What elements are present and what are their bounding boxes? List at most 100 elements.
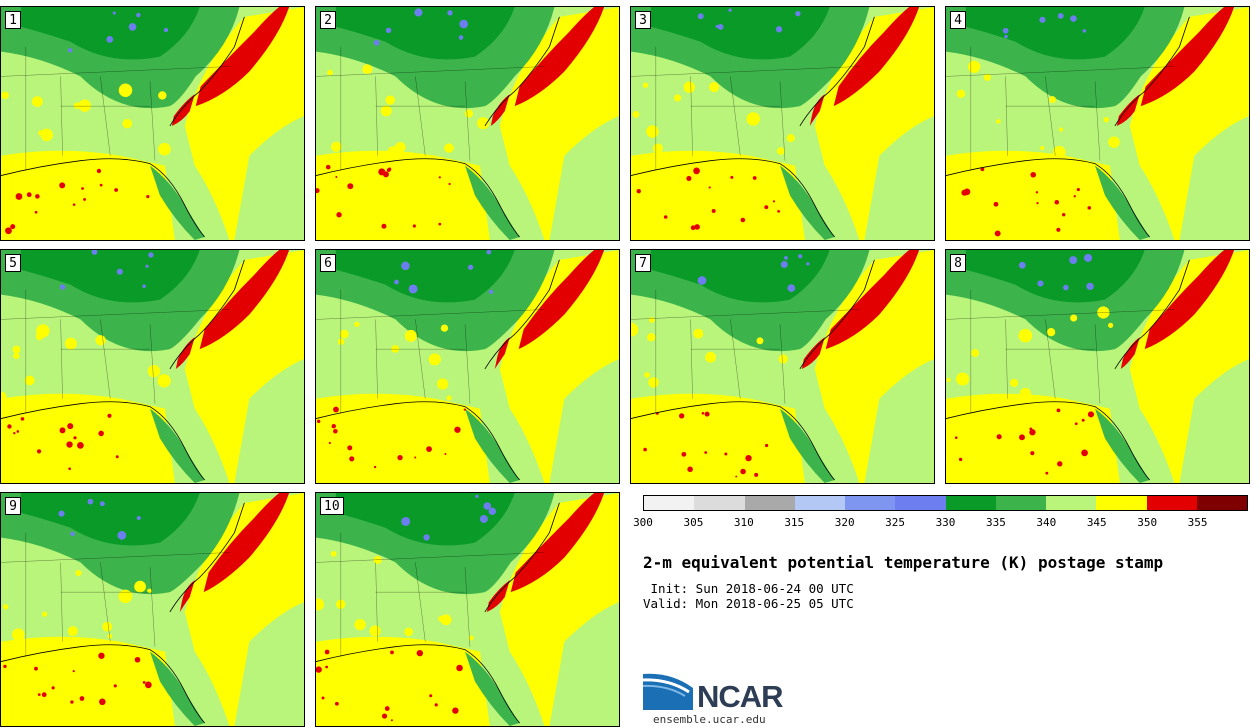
red-blob (316, 419, 321, 424)
yellow-blob (118, 589, 133, 604)
yellow-blob (786, 134, 795, 143)
yellow-blob (756, 337, 764, 345)
yellow-blob (1059, 127, 1064, 132)
yellow-blob (354, 321, 360, 328)
gulf-region (631, 393, 805, 483)
valid-time: Valid: Mon 2018-06-25 05 UTC (643, 596, 854, 611)
blue-blob (798, 254, 803, 259)
map-field (1, 250, 304, 483)
yellow-blob (157, 374, 171, 388)
site-url[interactable]: ensemble.ucar.edu (653, 713, 766, 726)
red-plume (199, 250, 290, 350)
offshore-region (549, 359, 619, 483)
yellow-blob (2, 604, 9, 610)
red-blob (390, 650, 394, 655)
state-borders (946, 46, 1175, 171)
yellow-blob (683, 81, 695, 93)
blue-blob (423, 534, 430, 541)
yellow-blob (429, 360, 435, 365)
yellow-blob (362, 64, 373, 75)
yellow-blob (444, 143, 454, 153)
blue-blob (87, 498, 94, 505)
map-field (631, 250, 934, 483)
red-blob (1056, 408, 1061, 413)
red-blob (1081, 449, 1088, 457)
red-blob (434, 703, 438, 707)
red-blob (325, 665, 329, 669)
yellow-blob (1, 391, 7, 402)
red-blob (333, 428, 338, 434)
colorbar-tick-label: 330 (935, 516, 956, 529)
red-blob (996, 434, 1002, 440)
gulf-region (946, 393, 1120, 483)
offshore-region (864, 359, 934, 483)
yellow-blob (996, 119, 1001, 124)
red-blob (1019, 434, 1025, 441)
red-blob (752, 176, 757, 180)
red-blob (704, 411, 710, 417)
red-blob (740, 468, 746, 475)
colorbar-tick-label: 350 (1137, 516, 1158, 529)
red-blob (701, 412, 705, 415)
yellow-blob (158, 91, 167, 100)
blue-blob (385, 27, 392, 33)
yellow-blob (446, 395, 452, 401)
yellow-blob (468, 635, 474, 641)
yellow-blob (1049, 96, 1056, 104)
map-field (946, 250, 1249, 483)
stamp-panel-5: 5 (0, 249, 305, 484)
red-blob (1030, 171, 1037, 178)
dark-green-region (20, 250, 200, 303)
red-blob (1074, 422, 1078, 426)
red-coast-patch (1120, 337, 1140, 369)
yellow-blob (36, 324, 50, 338)
coastline (1, 502, 245, 724)
blue-blob (128, 23, 137, 31)
yellow-blob (1, 91, 9, 100)
stamp-panel-4: 4 (945, 6, 1250, 241)
red-blob (349, 456, 355, 462)
yellow-blob (983, 73, 992, 81)
blue-blob (373, 39, 380, 46)
gulf-region (1, 150, 175, 240)
offshore-region (864, 116, 934, 240)
blue-blob (414, 8, 423, 17)
blue-blob (483, 502, 492, 510)
yellow-blob (693, 328, 704, 339)
red-blob (958, 457, 963, 462)
stamp-panel-1: 1 (0, 6, 305, 241)
yellow-blob (1046, 328, 1056, 337)
stamp-panel-9: 9 (0, 492, 305, 727)
coastline (316, 502, 560, 724)
red-blob (98, 430, 104, 437)
blue-blob (148, 252, 154, 258)
colorbar-tick-label: 315 (784, 516, 805, 529)
red-blob (384, 706, 390, 711)
red-blob (429, 694, 433, 698)
red-blob (730, 175, 734, 179)
red-blob (59, 182, 66, 189)
state-borders (1, 46, 230, 171)
state-borders (631, 46, 860, 171)
red-blob (15, 193, 23, 200)
colorbar-swatch (845, 496, 896, 510)
colorbar-swatch (1146, 496, 1197, 510)
offshore-region (234, 602, 304, 726)
red-blob (980, 167, 985, 172)
red-coast-patch (171, 94, 195, 126)
colorbar-tick-label: 340 (1036, 516, 1057, 529)
red-plume (1140, 7, 1235, 107)
red-blob (76, 441, 84, 449)
map-field (1, 7, 304, 240)
yellow-blob (437, 378, 449, 390)
florida-region (780, 165, 835, 240)
gulf-region (631, 150, 805, 240)
red-blob (1056, 227, 1061, 232)
blue-blob (136, 516, 141, 521)
yellow-blob (642, 82, 649, 88)
yellow-blob (647, 333, 656, 342)
red-blob (316, 666, 322, 673)
blue-blob (112, 11, 116, 15)
colorbar-tick-label: 310 (733, 516, 754, 529)
dark-green-region (20, 7, 200, 60)
